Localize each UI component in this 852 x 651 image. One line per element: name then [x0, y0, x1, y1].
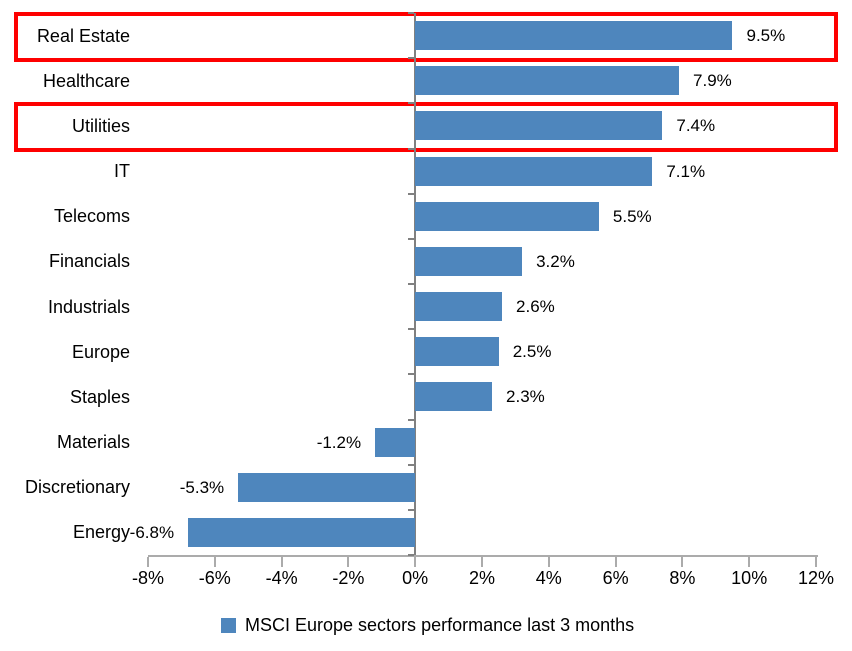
y-axis-tick — [408, 57, 415, 60]
y-axis-tick — [408, 102, 415, 105]
bar-it — [415, 156, 653, 186]
category-label-staples: Staples — [69, 386, 130, 407]
category-label-financials: Financials — [48, 251, 130, 272]
data-label-real-estate: 9.5% — [746, 26, 786, 46]
highlight-box-real-estate — [14, 12, 838, 63]
bar-energy — [188, 517, 416, 547]
x-axis-tick — [213, 557, 216, 567]
data-label-staples: 2.3% — [506, 387, 545, 407]
x-tick-label--2-: -2% — [332, 568, 365, 588]
x-axis-tick — [614, 557, 617, 567]
y-axis-tick — [408, 554, 415, 556]
data-label-industrials: 2.6% — [516, 297, 555, 317]
x-tick-label-6-: 6% — [602, 568, 629, 588]
y-axis-tick — [408, 147, 415, 150]
bar-financials — [415, 246, 523, 276]
x-axis-tick — [147, 557, 149, 567]
bar-staples — [415, 382, 492, 412]
category-label-materials: Materials — [56, 432, 130, 453]
legend-label: MSCI Europe sectors performance last 3 m… — [245, 615, 635, 635]
category-label-utilities: Utilities — [71, 115, 130, 136]
data-label-financials: 3.2% — [536, 251, 575, 271]
category-label-healthcare: Healthcare — [42, 70, 130, 91]
category-label-it: IT — [114, 161, 130, 182]
y-axis-line — [414, 13, 417, 555]
bar-discretionary — [238, 472, 416, 502]
data-label-discretionary: -5.3% — [179, 477, 225, 497]
x-tick-label--4-: -4% — [265, 568, 298, 588]
category-label-real-estate: Real Estate — [36, 25, 130, 46]
y-axis-tick — [408, 192, 415, 195]
data-label-telecoms: 5.5% — [612, 206, 652, 226]
x-tick-label--6-: -6% — [198, 568, 231, 588]
x-axis-tick — [547, 557, 550, 567]
bar-europe — [415, 337, 499, 367]
y-axis-tick — [408, 463, 415, 466]
data-label-utilities: 7.4% — [676, 116, 716, 136]
category-label-industrials: Industrials — [47, 296, 130, 317]
x-axis-line — [148, 555, 818, 557]
x-axis-tick — [414, 557, 417, 567]
bar-healthcare — [415, 66, 680, 96]
category-label-telecoms: Telecoms — [53, 206, 130, 227]
bar-materials — [375, 427, 416, 457]
legend: MSCI Europe sectors performance last 3 m… — [221, 611, 634, 639]
data-label-materials: -1.2% — [316, 432, 362, 452]
x-axis-tick — [748, 557, 751, 567]
y-axis-tick — [408, 418, 415, 421]
data-label-energy: -6.8% — [129, 522, 175, 542]
x-tick-label-8-: 8% — [669, 568, 696, 588]
legend-color-swatch-icon — [221, 617, 236, 633]
y-axis-tick — [408, 328, 415, 331]
x-tick-label-0-: 0% — [402, 568, 429, 588]
x-tick-label--8-: -8% — [131, 568, 164, 588]
x-tick-label-2-: 2% — [468, 568, 495, 588]
category-label-discretionary: Discretionary — [24, 477, 130, 498]
bar-utilities — [415, 111, 663, 141]
data-label-healthcare: 7.9% — [693, 71, 732, 91]
x-axis-tick — [815, 557, 817, 567]
y-axis-tick — [408, 508, 415, 511]
y-axis-tick — [408, 237, 415, 240]
y-axis-tick — [408, 283, 415, 285]
data-label-it: 7.1% — [666, 161, 706, 181]
data-label-europe: 2.5% — [512, 342, 552, 362]
highlight-box-utilities — [14, 102, 838, 153]
x-axis-tick — [481, 557, 483, 567]
y-axis-tick — [408, 373, 415, 376]
x-axis-tick — [347, 557, 350, 567]
category-label-energy: Energy — [72, 522, 130, 543]
category-label-europe: Europe — [71, 341, 130, 362]
bar-real-estate — [415, 21, 733, 51]
bar-telecoms — [415, 201, 599, 231]
x-tick-label-12-: 12% — [797, 568, 835, 588]
bar-industrials — [415, 292, 503, 322]
x-tick-label-4-: 4% — [535, 568, 562, 588]
y-axis-tick — [408, 12, 415, 14]
x-tick-label-10-: 10% — [731, 568, 768, 588]
x-axis-tick — [681, 557, 684, 567]
x-axis-tick — [280, 557, 283, 567]
